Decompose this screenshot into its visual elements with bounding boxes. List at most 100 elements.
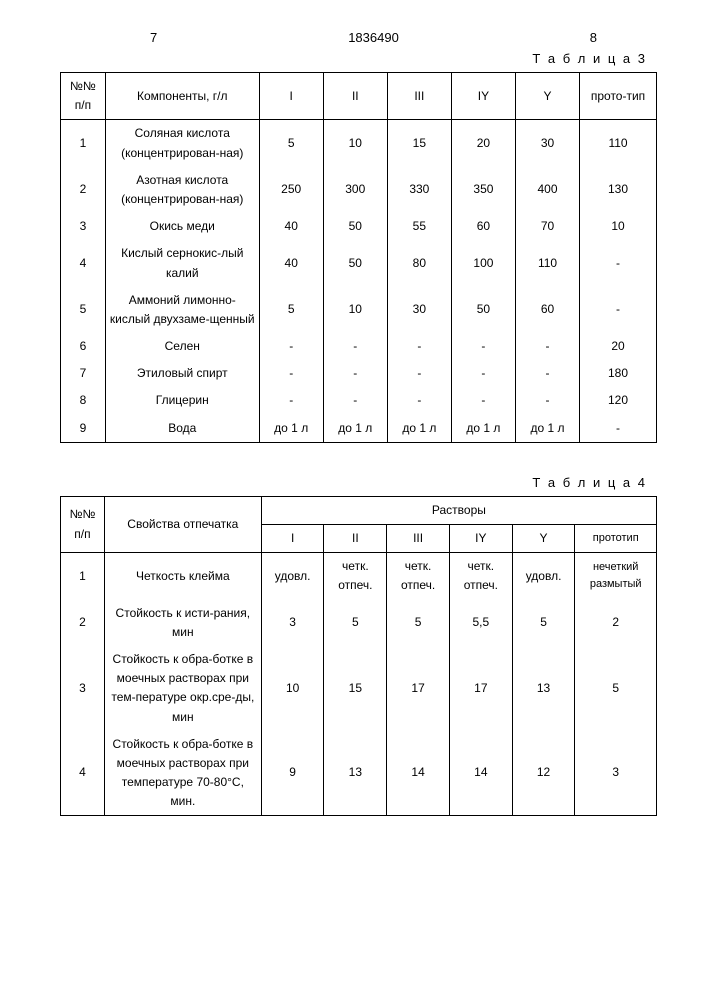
cell: 9 <box>261 731 324 816</box>
cell: 10 <box>580 213 657 240</box>
cell: 400 <box>515 167 579 213</box>
cell: нечеткий размытый <box>575 553 657 600</box>
col-header-y: Y <box>515 73 579 120</box>
cell: 17 <box>449 646 512 731</box>
row-name: Окись меди <box>105 213 259 240</box>
table3-head-row: №№ п/п Компоненты, г/л I II III IY Y про… <box>61 73 657 120</box>
col-header-iy: IY <box>451 73 515 120</box>
cell: 55 <box>387 213 451 240</box>
cell: 5 <box>575 646 657 731</box>
row-name: Кислый сернокис-лый калий <box>105 240 259 286</box>
cell: 50 <box>323 240 387 286</box>
table-row: 7 Этиловый спирт - - - - - 180 <box>61 360 657 387</box>
row-name: Стойкость к обра-ботке в моечных раствор… <box>104 731 261 816</box>
row-name: Этиловый спирт <box>105 360 259 387</box>
col-header-i: I <box>259 73 323 120</box>
cell: 10 <box>323 287 387 333</box>
cell: 2 <box>575 600 657 646</box>
row-name: Аммоний лимонно-кислый двухзаме-щенный <box>105 287 259 333</box>
cell: 15 <box>387 120 451 167</box>
row-name: Четкость клейма <box>104 553 261 600</box>
cell: - <box>323 387 387 414</box>
cell: до 1 л <box>515 415 579 443</box>
cell: 5 <box>259 287 323 333</box>
cell: 14 <box>449 731 512 816</box>
table-row: 9 Вода до 1 л до 1 л до 1 л до 1 л до 1 … <box>61 415 657 443</box>
cell: до 1 л <box>323 415 387 443</box>
col-header-y: Y <box>512 525 575 553</box>
cell: до 1 л <box>451 415 515 443</box>
cell: - <box>580 415 657 443</box>
table4: №№ п/п Свойства отпечатка Растворы I II … <box>60 496 657 817</box>
row-name: Глицерин <box>105 387 259 414</box>
cell: - <box>515 333 579 360</box>
cell: 30 <box>387 287 451 333</box>
cell: 15 <box>324 646 387 731</box>
cell: четк. отпеч. <box>449 553 512 600</box>
cell: - <box>580 240 657 286</box>
cell: 40 <box>259 213 323 240</box>
cell: - <box>387 333 451 360</box>
cell: 17 <box>387 646 450 731</box>
page-header: 7 1836490 8 <box>60 30 657 45</box>
cell: 60 <box>515 287 579 333</box>
row-name: Стойкость к обра-ботке в моечных раствор… <box>104 646 261 731</box>
cell: 70 <box>515 213 579 240</box>
row-num: 2 <box>61 167 106 213</box>
cell: 5 <box>512 600 575 646</box>
row-name: Селен <box>105 333 259 360</box>
table-row: 2 Стойкость к исти-рания, мин 3 5 5 5,5 … <box>61 600 657 646</box>
cell: - <box>387 360 451 387</box>
cell: 180 <box>580 360 657 387</box>
row-num: 3 <box>61 213 106 240</box>
table-row: 4 Кислый сернокис-лый калий 40 50 80 100… <box>61 240 657 286</box>
table-row: 3 Окись меди 40 50 55 60 70 10 <box>61 213 657 240</box>
table-row: 1 Соляная кислота (концентрирован-ная) 5… <box>61 120 657 167</box>
cell: 80 <box>387 240 451 286</box>
cell: 5 <box>324 600 387 646</box>
col-header-solutions: Растворы <box>261 496 656 524</box>
row-num: 4 <box>61 240 106 286</box>
cell: - <box>515 387 579 414</box>
cell: 350 <box>451 167 515 213</box>
cell: 13 <box>512 646 575 731</box>
table-row: 8 Глицерин - - - - - 120 <box>61 387 657 414</box>
header-document-number: 1836490 <box>348 30 399 45</box>
cell: удовл. <box>261 553 324 600</box>
col-header-props: Свойства отпечатка <box>104 496 261 552</box>
cell: 120 <box>580 387 657 414</box>
table-row: 6 Селен - - - - - 20 <box>61 333 657 360</box>
cell: 110 <box>515 240 579 286</box>
cell: - <box>387 387 451 414</box>
cell: 20 <box>451 120 515 167</box>
cell: 130 <box>580 167 657 213</box>
cell: - <box>259 387 323 414</box>
cell: 50 <box>323 213 387 240</box>
table4-head-row-1: №№ п/п Свойства отпечатка Растворы <box>61 496 657 524</box>
table3: №№ п/п Компоненты, г/л I II III IY Y про… <box>60 72 657 443</box>
cell: - <box>580 287 657 333</box>
cell: 5,5 <box>449 600 512 646</box>
row-name: Вода <box>105 415 259 443</box>
col-header-proto: прототип <box>575 525 657 553</box>
row-num: 4 <box>61 731 105 816</box>
row-name: Азотная кислота (концентрирован-ная) <box>105 167 259 213</box>
cell: 5 <box>387 600 450 646</box>
col-header-ii: II <box>323 73 387 120</box>
row-num: 1 <box>61 120 106 167</box>
cell: - <box>451 387 515 414</box>
cell: до 1 л <box>387 415 451 443</box>
row-num: 5 <box>61 287 106 333</box>
row-num: 8 <box>61 387 106 414</box>
cell: - <box>451 333 515 360</box>
row-num: 1 <box>61 553 105 600</box>
cell: 30 <box>515 120 579 167</box>
col-header-ii: II <box>324 525 387 553</box>
row-name: Стойкость к исти-рания, мин <box>104 600 261 646</box>
table-row: 5 Аммоний лимонно-кислый двухзаме-щенный… <box>61 287 657 333</box>
cell: - <box>515 360 579 387</box>
cell: 300 <box>323 167 387 213</box>
cell: - <box>451 360 515 387</box>
cell: четк. отпеч. <box>387 553 450 600</box>
row-num: 3 <box>61 646 105 731</box>
